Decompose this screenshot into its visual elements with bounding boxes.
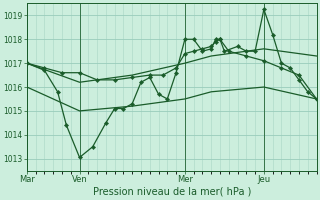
X-axis label: Pression niveau de la mer( hPa ): Pression niveau de la mer( hPa ) (92, 187, 251, 197)
